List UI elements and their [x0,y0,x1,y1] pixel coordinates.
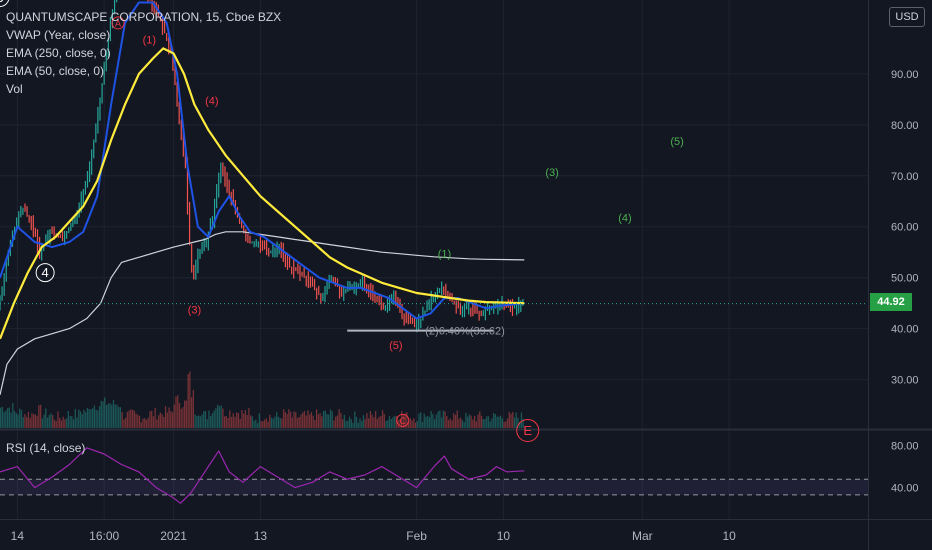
circled-label-0: A [115,18,121,28]
rsi-tick-80: 80.00 [891,441,919,453]
last-price-tag: 44.92 [870,293,912,311]
ema250-line [0,47,525,340]
rsi-legend[interactable]: RSI (14, close) [6,441,86,455]
price-tick-40: 40.00 [891,324,919,336]
price-tick-50: 50.00 [891,273,919,285]
vwap-line [0,231,525,396]
wave-label-6: (4) [618,213,631,225]
rsi-lines [0,447,525,504]
rsi-line [0,447,525,504]
wave-label-0: (1) [143,34,156,46]
time-tick-0: 14 [11,529,25,543]
time-tick-6: Mar [632,529,653,543]
circled-label-1: C [400,416,407,426]
volume-bars [0,371,524,428]
wave-label-4: (1) [438,248,451,260]
circled-label-2: E [523,423,532,438]
wave-label-7: (5) [670,136,683,148]
price-tick-70: 70.00 [891,171,919,183]
time-tick-7: 10 [722,529,736,543]
price-tick-90: 90.00 [891,69,919,81]
circled-ring-2 [516,419,540,443]
legend-symbol[interactable]: QUANTUMSCAPE CORPORATION, 15, Cboe BZX [6,10,282,24]
axes: 30.00 40.00 50.00 60.00 70.00 80.00 90.00 40.00… [11,69,919,543]
wave-label-1: (3) [188,304,201,316]
wave-label-3: (5) [389,340,402,352]
price-tick-30: 30.00 [891,375,919,387]
price-tick-60: 60.00 [891,222,919,234]
circled-ring-1 [396,413,410,427]
wave-annotations: (1) (3) (4) (5) (1) (3) (4) (5) A C E 4 3 (2)6.40%(39… [0,0,684,443]
legend: QUANTUMSCAPE CORPORATION, 15, Cboe BZX V… [6,8,281,98]
wave-label-2: (4) [205,95,218,107]
legend-ema50[interactable]: EMA (50, close, 0) [6,64,105,78]
time-tick-1: 16:00 [89,529,119,543]
indicator-lines [0,0,868,396]
time-tick-5: 10 [497,529,511,543]
rsi-tick-40: 40.00 [891,483,919,495]
legend-vol[interactable]: Vol [6,82,23,96]
currency-button[interactable]: USD [889,7,925,27]
circled-ring-0 [111,16,125,30]
wave-label-5: (3) [545,167,558,179]
time-tick-4: Feb [406,529,427,543]
time-tick-2: 2021 [160,529,187,543]
rsi-band-fill [0,479,868,495]
price-tick-80: 80.00 [891,120,919,132]
circled-label-4: 3 [0,0,4,5]
rsi-band [0,478,868,496]
circled-ring-3 [35,263,55,283]
time-tick-3: 13 [254,529,268,543]
legend-vwap[interactable]: VWAP (Year, close) [6,28,111,42]
circled-label-3: 4 [42,265,49,280]
fib-label: (2)6.40%(39.62) [425,326,505,338]
legend-ema250[interactable]: EMA (250, close, 0) [6,46,111,60]
